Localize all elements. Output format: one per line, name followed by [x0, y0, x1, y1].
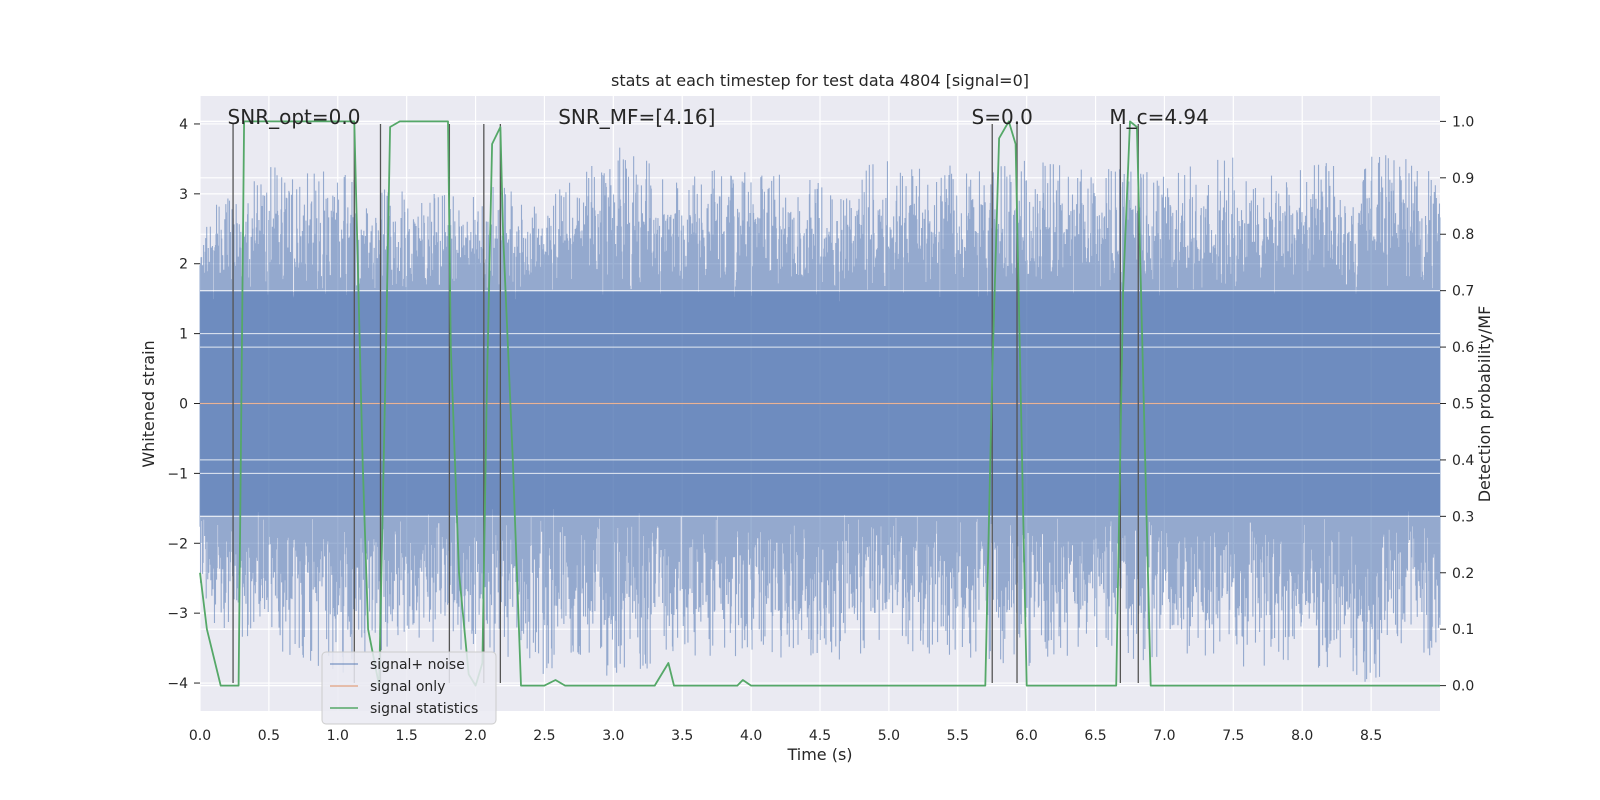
y-tick-label: −3: [167, 606, 188, 622]
y-tick-label: 0: [179, 397, 188, 413]
legend-label: signal only: [370, 679, 445, 695]
annotation-0: SNR_opt=0.0: [228, 105, 361, 129]
signal-statistics-line: [199, 120, 1440, 687]
chart-title: stats at each timestep for test data 480…: [611, 71, 1029, 90]
y2-tick-label: 0.7: [1452, 284, 1474, 300]
signal-statistics-series: [199, 120, 1440, 687]
y-tick-label: −4: [167, 676, 188, 692]
legend-label: signal+ noise: [370, 657, 465, 673]
x-tick-label: 3.5: [671, 728, 693, 744]
y2-tick-label: 0.3: [1452, 509, 1474, 525]
y2-tick-label: 0.9: [1452, 171, 1474, 187]
x-tick-label: 1.5: [396, 728, 418, 744]
x-tick-label: 6.5: [1084, 728, 1106, 744]
y2-tick-label: 0.0: [1452, 679, 1474, 695]
x-axis-label: Time (s): [786, 745, 852, 764]
y2-tick-label: 0.8: [1452, 227, 1474, 243]
y-tick-label: 3: [179, 187, 188, 203]
legend-box: [321, 651, 497, 725]
y-tick-label: −2: [167, 536, 188, 552]
x-tick-label: 2.5: [533, 728, 555, 744]
legend-label: signal statistics: [370, 701, 478, 717]
y2-tick-label: 0.4: [1452, 453, 1474, 469]
y2-tick-label: 0.5: [1452, 397, 1474, 413]
x-tick-label: 0.5: [258, 728, 280, 744]
annotation-1: SNR_MF=[4.16]: [558, 105, 715, 129]
annotations: SNR_opt=0.0 SNR_MF=[4.16] S=0.0 M_c=4.94: [228, 105, 1209, 129]
noise-spikes: [199, 147, 1441, 682]
x-tick-label: 8.0: [1291, 728, 1313, 744]
x-tick-label: 2.0: [464, 728, 486, 744]
y2-tick-label: 0.1: [1452, 622, 1474, 638]
x-tick-label: 0.0: [189, 728, 211, 744]
y-axis-label: Whitened strain: [139, 340, 158, 467]
x-tick-label: 6.0: [1016, 728, 1038, 744]
annotation-2: S=0.0: [972, 105, 1033, 129]
y-tick-label: 4: [179, 117, 188, 133]
x-tick-label: 4.5: [809, 728, 831, 744]
x-tick-label: 7.0: [1153, 728, 1175, 744]
y2-tick-label: 1.0: [1452, 114, 1474, 130]
y-axis-ticks: 4 3 2 1 0 −1 −2 −3 −4: [167, 117, 200, 692]
y2-axis-ticks: 1.0 0.9 0.8 0.7 0.6 0.5 0.4 0.3 0.2 0.1 0.0: [1440, 114, 1474, 695]
x-tick-label: 7.5: [1222, 728, 1244, 744]
y-tick-label: 2: [179, 257, 188, 273]
annotation-3: M_c=4.94: [1109, 105, 1209, 129]
y-tick-label: 1: [179, 327, 188, 343]
x-axis-ticks: 0.0 0.5 1.0 1.5 2.0 2.5 3.0 3.5 4.0 4.5 5.0 5.5 6.0 6…: [189, 728, 1382, 744]
x-tick-label: 3.0: [602, 728, 624, 744]
x-tick-label: 8.5: [1360, 728, 1382, 744]
y2-axis-label: Detection probability/MF: [1475, 306, 1494, 503]
y2-tick-label: 0.2: [1452, 566, 1474, 582]
x-tick-label: 4.0: [740, 728, 762, 744]
x-tick-label: 5.0: [878, 728, 900, 744]
y-tick-label: −1: [167, 466, 188, 482]
x-tick-label: 5.5: [947, 728, 969, 744]
y2-tick-label: 0.6: [1452, 340, 1474, 356]
legend: signal+ noise signal only signal statistic…: [321, 651, 497, 725]
x-tick-label: 1.0: [327, 728, 349, 744]
